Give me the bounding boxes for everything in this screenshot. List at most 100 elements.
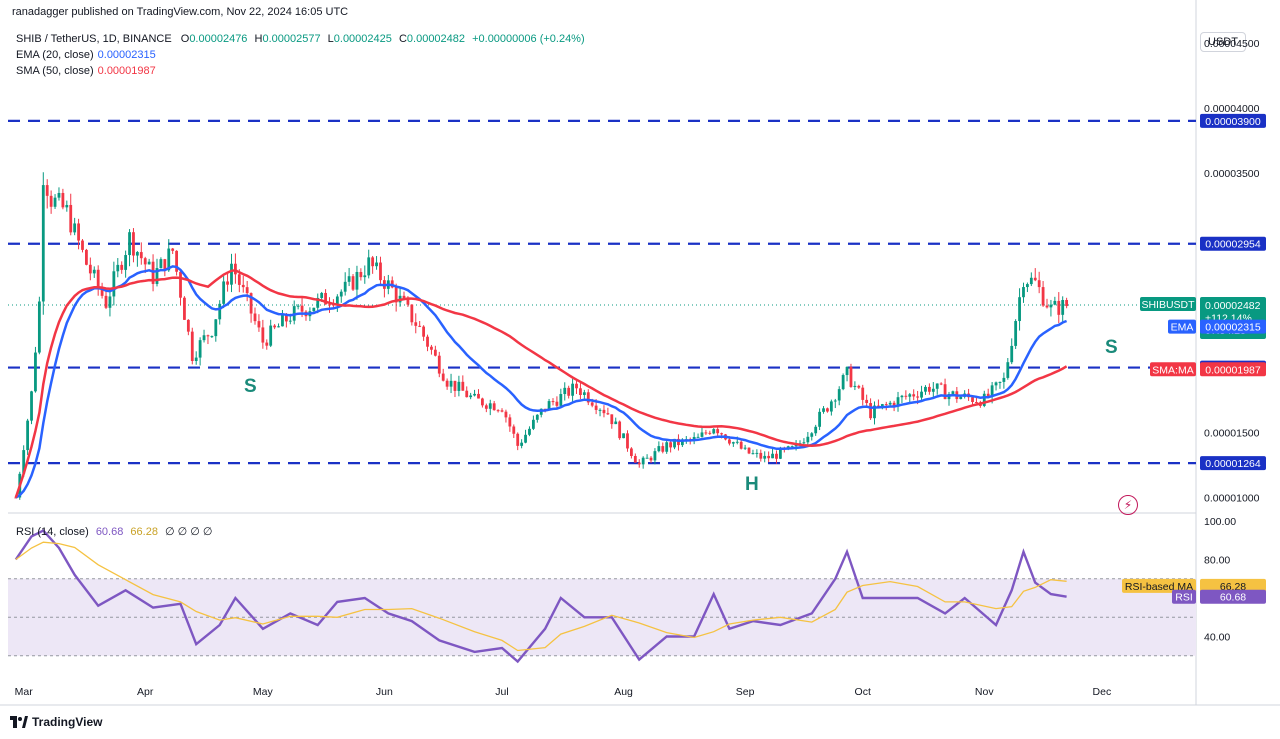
level-tag-text: 0.00003900	[1205, 116, 1261, 128]
candle	[222, 276, 226, 309]
candle	[524, 429, 527, 444]
candle	[484, 403, 488, 413]
candle-body	[802, 442, 806, 444]
candle	[630, 447, 633, 459]
candle	[37, 296, 41, 355]
candle-body	[45, 185, 49, 196]
candle-body	[437, 355, 441, 374]
candle-body	[363, 275, 367, 278]
candle-body	[1053, 300, 1057, 305]
candle-body	[1029, 277, 1033, 285]
candle-body	[900, 395, 904, 398]
candle-body	[277, 326, 280, 328]
candle-body	[826, 408, 829, 412]
candle	[504, 409, 508, 423]
candle	[649, 456, 653, 463]
candle-body	[139, 252, 143, 259]
candle-body	[355, 271, 359, 290]
candle-body	[665, 442, 669, 452]
candle-body	[845, 366, 849, 376]
currency-unit-button[interactable]: USDT	[1200, 32, 1246, 52]
candle	[1010, 338, 1014, 365]
candle	[414, 313, 418, 334]
candle	[927, 383, 931, 395]
support-resistance-levels	[8, 119, 1196, 465]
candle-body	[559, 394, 563, 406]
sma-line	[14, 269, 1068, 498]
rsi-tag-bg	[1172, 589, 1196, 604]
candle	[924, 385, 927, 395]
candle	[555, 396, 559, 409]
price-tags: 0.000039000.000029540.000020000.00001264…	[1122, 113, 1266, 604]
candle-body	[488, 403, 492, 409]
candle	[167, 239, 171, 272]
candle-body	[202, 335, 206, 341]
candle-body	[159, 259, 163, 269]
candle-body	[833, 400, 837, 402]
candle	[704, 429, 708, 436]
candle	[696, 433, 700, 438]
candle-body	[841, 375, 845, 390]
candle-body	[637, 462, 641, 465]
time-axis-tick: May	[253, 686, 274, 698]
candle	[85, 248, 88, 266]
tradingview-logo-icon	[10, 716, 28, 728]
candle	[469, 392, 473, 400]
candle	[179, 268, 182, 306]
rsi-axis-tick: 40.00	[1204, 632, 1230, 644]
candle	[445, 378, 449, 390]
candle-body	[982, 393, 986, 406]
candle	[339, 289, 343, 303]
candle	[563, 382, 567, 401]
candle-body	[959, 396, 963, 400]
candle-body	[857, 385, 861, 388]
candle	[128, 229, 131, 267]
candle	[641, 456, 645, 469]
candle	[461, 375, 465, 391]
candle-body	[735, 441, 739, 443]
candle-body	[77, 223, 80, 241]
candle-body	[582, 392, 586, 395]
candle-body	[661, 446, 665, 452]
level-tag-bg	[1200, 113, 1266, 128]
candle-body	[112, 271, 116, 297]
candle-body	[226, 281, 229, 285]
candle-body	[602, 409, 606, 414]
candle-body	[449, 380, 453, 387]
candle-body	[65, 204, 69, 208]
candle	[296, 304, 300, 310]
candle	[81, 239, 84, 253]
candle-body	[622, 433, 625, 439]
candle	[96, 265, 100, 296]
candle	[124, 250, 128, 278]
candle-body	[81, 240, 84, 250]
candle	[853, 381, 857, 391]
time-axis-tick: Mar	[15, 686, 34, 698]
candle	[912, 389, 916, 401]
candle-body	[818, 411, 822, 427]
candle-body	[312, 307, 316, 312]
candle-body	[1037, 280, 1041, 288]
candle	[551, 398, 555, 406]
candle-body	[371, 257, 375, 267]
candle-body	[610, 414, 614, 425]
candle	[292, 300, 296, 325]
candle-body	[273, 325, 277, 328]
candle	[512, 424, 516, 439]
candle-body	[245, 287, 249, 294]
candle	[159, 257, 163, 269]
candle-body	[34, 352, 37, 392]
candle-body	[720, 433, 723, 435]
candle-body	[41, 185, 45, 302]
candle-body	[1049, 304, 1053, 308]
lightning-icon[interactable]: ⚡	[1118, 495, 1138, 515]
candle-body	[1010, 345, 1014, 363]
candle	[359, 268, 363, 281]
candle	[343, 272, 347, 296]
candle	[316, 293, 320, 314]
candle	[712, 428, 716, 435]
candle	[775, 450, 778, 464]
candle	[371, 255, 375, 274]
candle	[645, 454, 649, 459]
